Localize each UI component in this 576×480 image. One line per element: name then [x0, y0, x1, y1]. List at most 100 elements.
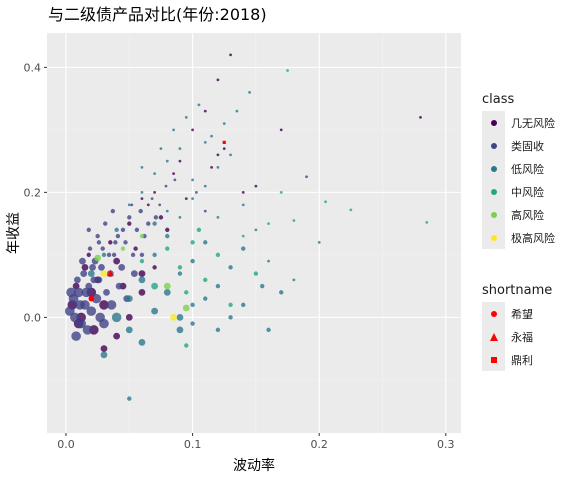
scatter-point: [86, 227, 91, 233]
scatter-point: [127, 215, 132, 220]
scatter-point: [163, 288, 171, 296]
scatter-point: [96, 240, 102, 245]
scatter-point: [130, 203, 134, 207]
scatter-point: [172, 172, 176, 176]
scatter-point: [125, 313, 133, 321]
scatter-point: [130, 252, 136, 258]
scatter-point: [81, 263, 89, 271]
scatter-point: [254, 184, 258, 188]
scatter-point: [110, 208, 116, 214]
scatter-point: [153, 215, 159, 220]
scatter-point: [178, 147, 182, 151]
scatter-point: [163, 282, 171, 290]
scatter-point: [158, 203, 162, 207]
scatter-point: [120, 246, 126, 251]
scatter-point: [140, 165, 144, 169]
panel-background: [47, 33, 461, 433]
square-marker-icon: [490, 356, 497, 363]
x-tick-label: 0.2: [310, 438, 328, 451]
scatter-point: [118, 263, 126, 271]
scatter-point: [111, 312, 122, 323]
scatter-point: [133, 246, 138, 251]
scatter-point: [241, 234, 245, 238]
scatter-point: [108, 240, 113, 245]
scatter-point: [190, 240, 195, 245]
scatter-point: [86, 306, 97, 316]
scatter-point: [176, 313, 184, 321]
data-points: [64, 53, 429, 401]
scatter-point: [89, 263, 96, 271]
scatter-point: [177, 271, 183, 276]
scatter-point: [127, 203, 131, 207]
scatter-point: [159, 147, 163, 151]
scatter-point: [151, 307, 159, 315]
scatter-point: [164, 184, 168, 188]
scatter-point: [176, 326, 184, 334]
class-legend-label: 几无风险: [511, 116, 555, 130]
scatter-point: [113, 240, 118, 245]
scatter-point: [184, 197, 188, 201]
scatter-point: [191, 128, 194, 132]
x-axis-label: 波动率: [233, 457, 275, 474]
scatter-point: [165, 159, 169, 163]
scatter-point: [146, 203, 150, 207]
scatter-point: [216, 215, 220, 219]
scatter-point: [266, 327, 271, 333]
scatter-point: [146, 221, 151, 226]
shortname-legend-item: 希望: [482, 302, 552, 325]
scatter-point: [229, 153, 232, 157]
scatter-point: [292, 219, 296, 222]
scatter-point: [419, 115, 422, 119]
scatter-point: [305, 175, 308, 179]
class-legend-label: 极高风险: [511, 231, 555, 245]
scatter-point: [138, 208, 143, 214]
shortname-legend-label: 鼎利: [511, 353, 533, 367]
scatter-point: [115, 282, 123, 290]
scatter-point: [190, 321, 195, 326]
scatter-point: [127, 396, 132, 401]
shortname-legend-label: 希望: [511, 307, 533, 321]
scatter-point: [182, 304, 190, 312]
scatter-point: [100, 345, 108, 353]
scatter-point: [203, 140, 207, 144]
class-legend-item: 高风险: [482, 203, 555, 226]
scatter-point: [139, 252, 145, 258]
scatter-point: [425, 220, 429, 224]
scatter-point: [79, 257, 86, 265]
scatter-point: [210, 134, 213, 138]
scatter-point: [86, 252, 91, 258]
scatter-point: [241, 203, 245, 207]
scatter-point: [75, 300, 85, 310]
x-tick-label: 0.0: [57, 438, 75, 451]
scatter-point: [138, 276, 146, 284]
tick-labels: 0.0 0.1 0.2 0.3 0.0 0.2 0.4: [24, 61, 455, 451]
scatter-point: [172, 128, 176, 132]
scatter-point: [81, 287, 92, 298]
scatter-point: [153, 172, 157, 176]
scatter-point: [324, 200, 327, 204]
scatter-point: [152, 252, 157, 258]
scatter-point: [115, 233, 121, 239]
scatter-point: [177, 265, 183, 270]
scatter-point: [165, 233, 170, 239]
scatter-point: [292, 278, 296, 282]
scatter-point: [165, 246, 170, 251]
scatter-point: [139, 233, 145, 239]
scatter-point: [222, 122, 226, 126]
scatter-point: [90, 276, 98, 284]
scatter-point: [120, 227, 126, 233]
scatter-point: [99, 318, 109, 329]
scatter-point: [138, 338, 146, 346]
class-legend-label: 类固收: [511, 139, 544, 153]
scatter-point: [215, 327, 221, 333]
scatter-point: [125, 295, 133, 303]
scatter-point: [87, 246, 93, 251]
scatter-point: [228, 302, 233, 308]
scatter-point: [87, 270, 95, 278]
shortname-legend: shortname 希望 永福 鼎利: [482, 283, 552, 371]
x-tick-label: 0.3: [437, 438, 455, 451]
scatter-point: [216, 153, 220, 157]
scatter-point: [241, 246, 246, 251]
scatter-point: [241, 190, 245, 194]
scatter-point: [279, 290, 284, 295]
